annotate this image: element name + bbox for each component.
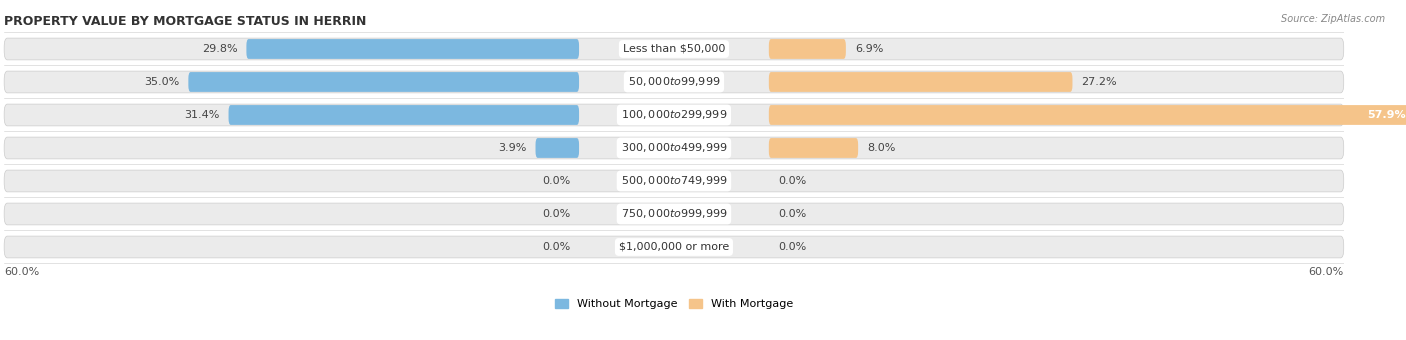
- FancyBboxPatch shape: [229, 105, 579, 125]
- Text: $50,000 to $99,999: $50,000 to $99,999: [627, 75, 720, 88]
- Text: 31.4%: 31.4%: [184, 110, 219, 120]
- Text: 60.0%: 60.0%: [4, 268, 39, 277]
- Text: 0.0%: 0.0%: [541, 176, 569, 186]
- FancyBboxPatch shape: [4, 38, 1344, 60]
- Text: 0.0%: 0.0%: [778, 242, 806, 252]
- Text: $750,000 to $999,999: $750,000 to $999,999: [620, 207, 727, 221]
- Text: 60.0%: 60.0%: [1309, 268, 1344, 277]
- Legend: Without Mortgage, With Mortgage: Without Mortgage, With Mortgage: [550, 294, 797, 313]
- FancyBboxPatch shape: [4, 71, 1344, 93]
- FancyBboxPatch shape: [4, 170, 1344, 192]
- FancyBboxPatch shape: [4, 203, 1344, 225]
- Text: PROPERTY VALUE BY MORTGAGE STATUS IN HERRIN: PROPERTY VALUE BY MORTGAGE STATUS IN HER…: [4, 15, 367, 28]
- Text: 0.0%: 0.0%: [541, 209, 569, 219]
- FancyBboxPatch shape: [769, 72, 1073, 92]
- FancyBboxPatch shape: [4, 137, 1344, 159]
- Text: Less than $50,000: Less than $50,000: [623, 44, 725, 54]
- Text: 0.0%: 0.0%: [778, 176, 806, 186]
- FancyBboxPatch shape: [4, 236, 1344, 258]
- Text: Source: ZipAtlas.com: Source: ZipAtlas.com: [1281, 14, 1385, 23]
- Text: 0.0%: 0.0%: [778, 209, 806, 219]
- FancyBboxPatch shape: [188, 72, 579, 92]
- Text: 35.0%: 35.0%: [145, 77, 180, 87]
- Text: $500,000 to $749,999: $500,000 to $749,999: [620, 174, 727, 187]
- Text: 6.9%: 6.9%: [855, 44, 883, 54]
- Text: 27.2%: 27.2%: [1081, 77, 1116, 87]
- Text: $100,000 to $299,999: $100,000 to $299,999: [620, 108, 727, 121]
- FancyBboxPatch shape: [4, 104, 1344, 126]
- Text: 57.9%: 57.9%: [1368, 110, 1406, 120]
- FancyBboxPatch shape: [536, 138, 579, 158]
- Text: 29.8%: 29.8%: [202, 44, 238, 54]
- FancyBboxPatch shape: [769, 138, 858, 158]
- FancyBboxPatch shape: [769, 105, 1406, 125]
- Text: 0.0%: 0.0%: [541, 242, 569, 252]
- Text: 8.0%: 8.0%: [868, 143, 896, 153]
- Text: $1,000,000 or more: $1,000,000 or more: [619, 242, 730, 252]
- FancyBboxPatch shape: [246, 39, 579, 59]
- Text: 3.9%: 3.9%: [498, 143, 527, 153]
- Text: $300,000 to $499,999: $300,000 to $499,999: [620, 141, 727, 154]
- FancyBboxPatch shape: [769, 39, 846, 59]
